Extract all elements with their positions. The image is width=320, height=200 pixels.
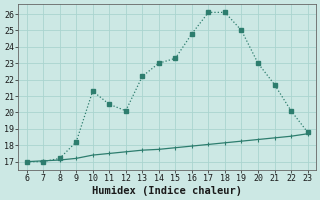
X-axis label: Humidex (Indice chaleur): Humidex (Indice chaleur): [92, 186, 242, 196]
